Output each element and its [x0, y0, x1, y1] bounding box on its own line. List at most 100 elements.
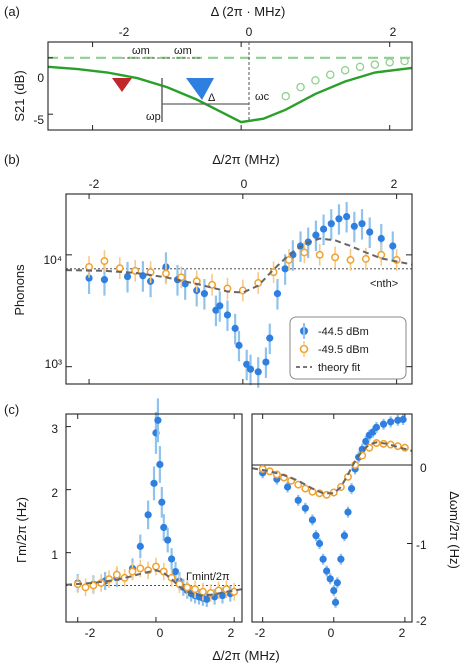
data-point	[243, 360, 251, 368]
data-point	[235, 341, 243, 349]
data-point	[200, 290, 208, 298]
panel-c-right-ytick: -2	[416, 614, 427, 628]
data-point	[335, 215, 343, 223]
data-point	[246, 365, 255, 373]
data-point	[285, 256, 293, 264]
panel-c-right-frame	[251, 413, 413, 623]
data-point	[389, 242, 397, 250]
data-point	[158, 498, 166, 506]
data-point	[85, 274, 93, 282]
data-point	[294, 480, 303, 489]
data-point	[203, 595, 211, 603]
panel-c-left-ylabel: Γm/2π (Hz)	[14, 497, 29, 563]
data-point	[350, 222, 358, 230]
panel-a-annotations: ωm ωm Δ ωc ωp	[112, 42, 270, 123]
data-point	[344, 508, 352, 516]
omega-m-label: ωm	[132, 45, 150, 57]
data-point	[112, 570, 121, 579]
legend-label: theory fit	[318, 362, 360, 374]
data-point	[343, 212, 351, 221]
data-point	[191, 585, 200, 594]
data-point	[323, 567, 331, 575]
data-point	[358, 445, 366, 453]
data-point	[283, 483, 292, 491]
panel-a-top-axis-label: Δ (2π · MHz)	[211, 4, 286, 19]
theory-fit-line	[65, 237, 413, 294]
panel-c-right-ylabel: Δωm/2π (Hz)	[447, 491, 462, 569]
panel-b-ytick: 10³	[45, 357, 62, 371]
data-point	[156, 460, 164, 469]
probe-resonance-red	[112, 78, 132, 92]
data-point	[326, 70, 335, 79]
data-point	[346, 256, 355, 264]
data-point	[400, 56, 409, 66]
data-point	[370, 60, 380, 69]
data-point	[216, 302, 224, 310]
data-point	[85, 262, 94, 271]
panel-c-left-xtick: -2	[85, 626, 96, 640]
data-point	[394, 416, 402, 424]
theory-fit-line	[251, 441, 413, 495]
data-point	[387, 418, 395, 426]
panel-a-top-tick: 0	[246, 25, 253, 39]
data-point	[254, 279, 263, 287]
data-point	[300, 248, 309, 257]
panel-c-left-xtick: 0	[157, 626, 164, 640]
data-point	[347, 484, 356, 493]
data-point	[198, 587, 207, 596]
omega-p-label: ωp	[146, 111, 161, 123]
panel-a-top-tick: -2	[119, 25, 130, 39]
panel-b-top-axis-label: Δ/2π (MHz)	[212, 152, 279, 167]
data-point	[128, 567, 137, 576]
data-point	[399, 415, 407, 424]
panel-a-plot	[47, 42, 413, 130]
theory-fit-line	[65, 569, 243, 597]
data-point	[311, 76, 320, 85]
data-point	[327, 220, 335, 228]
legend-box	[289, 316, 407, 380]
panel-c-label: (c)	[4, 402, 19, 417]
panel-c-left-ytick: 3	[51, 422, 58, 436]
data-point	[177, 273, 186, 282]
data-point	[171, 567, 180, 576]
data-point	[355, 62, 365, 72]
data-point	[358, 220, 366, 228]
panel-b-label: (b)	[4, 152, 20, 167]
panel-a-ylabel: S21 (dB)	[12, 70, 27, 121]
data-point	[81, 583, 90, 592]
data-point	[152, 562, 160, 571]
panel-c-left-ytick: 2	[51, 486, 58, 500]
panel-b-legend: -44.5 dBm -49.5 dBm theory fit	[289, 316, 407, 380]
data-point	[160, 523, 168, 532]
probe-resonance-blue	[186, 78, 214, 100]
panel-a-ytick: 0	[37, 71, 44, 85]
data-point	[308, 516, 317, 524]
data-point	[330, 587, 338, 595]
data-point	[168, 555, 176, 563]
legend-marker-orange	[299, 344, 309, 354]
omega-m-label: ωm	[174, 45, 192, 57]
data-point	[281, 265, 289, 273]
data-point	[379, 420, 388, 428]
data-point	[254, 368, 262, 376]
panel-b-top-tick: -2	[89, 177, 100, 191]
data-point	[164, 536, 172, 544]
panel-b-ytick: 10⁴	[43, 253, 62, 267]
data-point	[377, 234, 385, 243]
panel-c-left-frame	[65, 413, 243, 623]
panel-c-left-plot	[65, 398, 243, 622]
panel-c-left-ytick: 1	[51, 548, 58, 562]
data-point	[294, 496, 302, 504]
cavity-response-line	[47, 65, 413, 124]
panel-c-right-xtick: 0	[328, 626, 335, 640]
data-point	[115, 264, 124, 273]
data-point	[262, 358, 270, 366]
panel-b-frame	[65, 193, 413, 385]
data-point	[385, 58, 394, 67]
data-point	[162, 269, 170, 278]
data-point	[281, 91, 290, 101]
panel-a-label: (a)	[4, 4, 20, 19]
panel-c-right-plot	[251, 414, 413, 623]
data-point	[372, 423, 381, 431]
